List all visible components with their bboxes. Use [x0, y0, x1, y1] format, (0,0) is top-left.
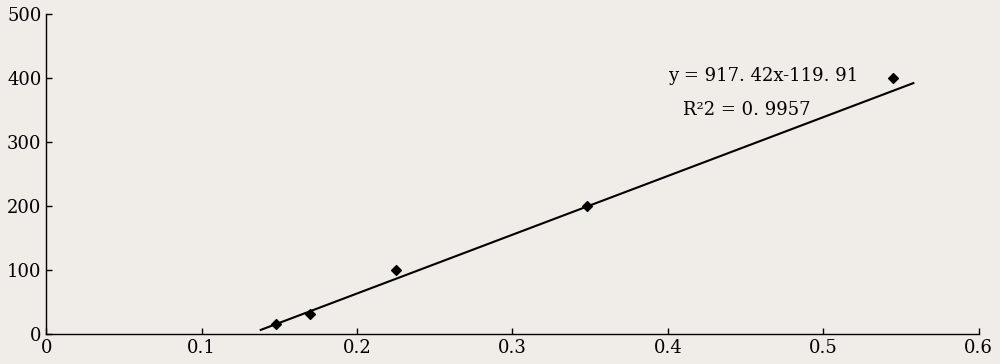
Point — [388, 267, 404, 273]
Point — [302, 311, 318, 317]
Point — [885, 75, 901, 81]
Point — [268, 321, 284, 327]
Text: y = 917. 42x-119. 91: y = 917. 42x-119. 91 — [668, 67, 858, 85]
Text: R²2 = 0. 9957: R²2 = 0. 9957 — [683, 100, 811, 119]
Point — [579, 203, 595, 209]
